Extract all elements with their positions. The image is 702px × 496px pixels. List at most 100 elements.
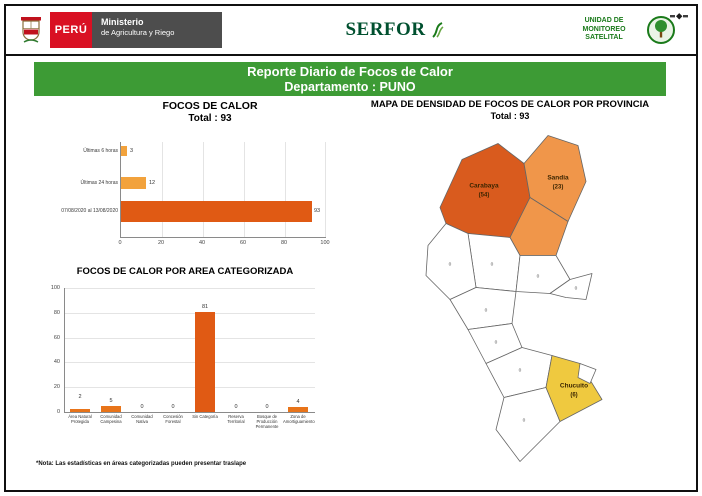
chart2-x-label: Área Natural Protegida xyxy=(68,414,92,424)
chart2-y-tick: 20 xyxy=(53,384,60,390)
chart2-x-label: Comunidad Nativa xyxy=(131,414,153,424)
chart2-x-label: Bosque de Producción Permanente xyxy=(255,414,279,429)
province-carabaya xyxy=(439,143,531,238)
map-subtitle: Total : 93 xyxy=(490,111,530,121)
chart2-bar xyxy=(101,406,121,412)
ministry-line1: Ministerio xyxy=(101,17,144,27)
chart2-bar-value: 0 xyxy=(234,404,238,410)
province-value: (23) xyxy=(553,185,564,191)
province-value: 0 xyxy=(519,368,522,374)
chart2-bar-value: 4 xyxy=(296,399,300,405)
chart2-bar-value: 2 xyxy=(78,394,82,400)
chart1-title: FOCOS DE CALOR xyxy=(162,100,258,112)
unit-label: UNIDAD DE MONITOREO SATELITAL xyxy=(568,17,640,42)
chart2-y-tick: 60 xyxy=(53,335,60,341)
chart1-bar-label: Últimas 6 horas xyxy=(83,148,118,154)
province-label: Chucuito xyxy=(560,383,588,390)
chart2-y-tick: 0 xyxy=(56,409,60,415)
chart1-bar-label: 07/08/2020 al 13/08/2020 xyxy=(61,208,118,214)
chart2-bar-value: 0 xyxy=(171,404,175,410)
satellite-icon xyxy=(670,13,689,20)
map-title: MAPA DE DENSIDAD DE FOCOS DE CALOR POR P… xyxy=(370,99,650,110)
serfor-logo: SERFOR xyxy=(345,19,444,41)
chart2-bar-value: 0 xyxy=(265,404,269,410)
chart2-x-label: Reserva Territorial xyxy=(227,414,245,424)
province-melgar xyxy=(425,223,477,300)
province-value: 0 xyxy=(575,286,578,292)
chart2-x-label: Zona de Amortiguamiento xyxy=(283,414,315,424)
peru-coat-of-arms-icon xyxy=(21,17,41,43)
peru-brand-box: PERÚ xyxy=(50,12,92,48)
report-title-banner: Reporte Diario de Focos de Calor Departa… xyxy=(34,62,666,96)
peru-label: PERÚ xyxy=(54,24,88,36)
chart1-bar xyxy=(121,201,312,222)
gridline xyxy=(65,362,315,364)
unit-line2: MONITOREO xyxy=(582,25,626,33)
province-value: (54) xyxy=(479,193,490,199)
chart2-title: FOCOS DE CALOR POR AREA CATEGORIZADA xyxy=(76,266,294,277)
chart1-bar xyxy=(121,146,127,156)
chart2-bar-value: 81 xyxy=(201,304,209,310)
chart2-y-tick: 100 xyxy=(50,285,60,291)
chart1-plot-area xyxy=(120,142,326,238)
gridline xyxy=(65,288,315,289)
serfor-leaf-icon xyxy=(431,22,444,38)
gridline xyxy=(325,142,326,237)
chart1-bar-value: 3 xyxy=(130,148,134,154)
province-value: 0 xyxy=(537,274,540,280)
chart2-bar xyxy=(70,409,90,412)
chart1-x-tick: 0 xyxy=(118,240,122,246)
gridline xyxy=(203,142,204,237)
report-title-line1: Reporte Diario de Focos de Calor xyxy=(247,64,453,79)
gridline xyxy=(65,337,315,339)
chart2-x-label: Comunidad Campesina xyxy=(100,414,122,424)
province-value: 0 xyxy=(491,262,494,268)
gridline xyxy=(285,142,286,237)
unit-tree-logo-icon xyxy=(647,16,676,44)
header-bar: PERÚ Ministerio de Agricultura y Riego S… xyxy=(6,6,696,56)
province-yunguyo xyxy=(577,363,597,384)
gridline xyxy=(162,142,163,237)
chart2-bar-value: 0 xyxy=(140,404,144,410)
province-azangaro xyxy=(467,233,521,292)
chart2-bar xyxy=(195,312,215,412)
chart1-x-tick: 40 xyxy=(198,240,206,246)
chart2-bar-value: 5 xyxy=(109,398,113,404)
province-value: 0 xyxy=(485,308,488,314)
chart1-x-tick: 20 xyxy=(157,240,165,246)
chart2-bar xyxy=(288,407,308,412)
chart1-bar xyxy=(121,177,146,189)
province-value: (6) xyxy=(570,393,577,399)
province-value: 0 xyxy=(449,262,452,268)
chart1-x-tick: 100 xyxy=(320,240,330,246)
chart2-y-tick: 80 xyxy=(53,310,60,316)
unit-line1: UNIDAD DE xyxy=(584,17,624,25)
gridline xyxy=(65,312,315,314)
gridline xyxy=(65,387,315,389)
footer-note: *Nota: Las estadísticas en áreas categor… xyxy=(36,461,247,467)
chart2-x-label: Sin Categoría xyxy=(192,414,218,419)
serfor-wordmark: SERFOR xyxy=(345,19,426,40)
chart1-bar-value: 12 xyxy=(149,180,156,186)
province-moho xyxy=(549,273,593,300)
province-el-collao xyxy=(495,387,561,462)
chart2-x-label: Concesión Forestal xyxy=(163,414,183,424)
page-border xyxy=(4,4,698,492)
chart1-x-tick: 80 xyxy=(280,240,288,246)
chart1-x-tick: 60 xyxy=(239,240,247,246)
province-density-map: Carabaya (54) Sandia (23) Chucuito (6) 0… xyxy=(425,135,603,462)
chart2-plot-area xyxy=(64,288,315,413)
ministry-box: Ministerio de Agricultura y Riego xyxy=(92,12,222,48)
province-lampa xyxy=(449,287,517,330)
province-label: Sandia xyxy=(547,175,569,182)
chart2-y-tick: 40 xyxy=(53,359,60,365)
report-title-line2: Departamento : PUNO xyxy=(284,79,416,94)
chart1-bar-value: 93 xyxy=(314,208,321,214)
gridline xyxy=(244,142,245,237)
province-value: 0 xyxy=(523,418,526,424)
province-label: Carabaya xyxy=(469,183,499,190)
province-value: 0 xyxy=(495,340,498,346)
chart1-bar-label: Últimas 24 horas xyxy=(80,180,118,186)
unit-line3: SATELITAL xyxy=(585,34,623,42)
